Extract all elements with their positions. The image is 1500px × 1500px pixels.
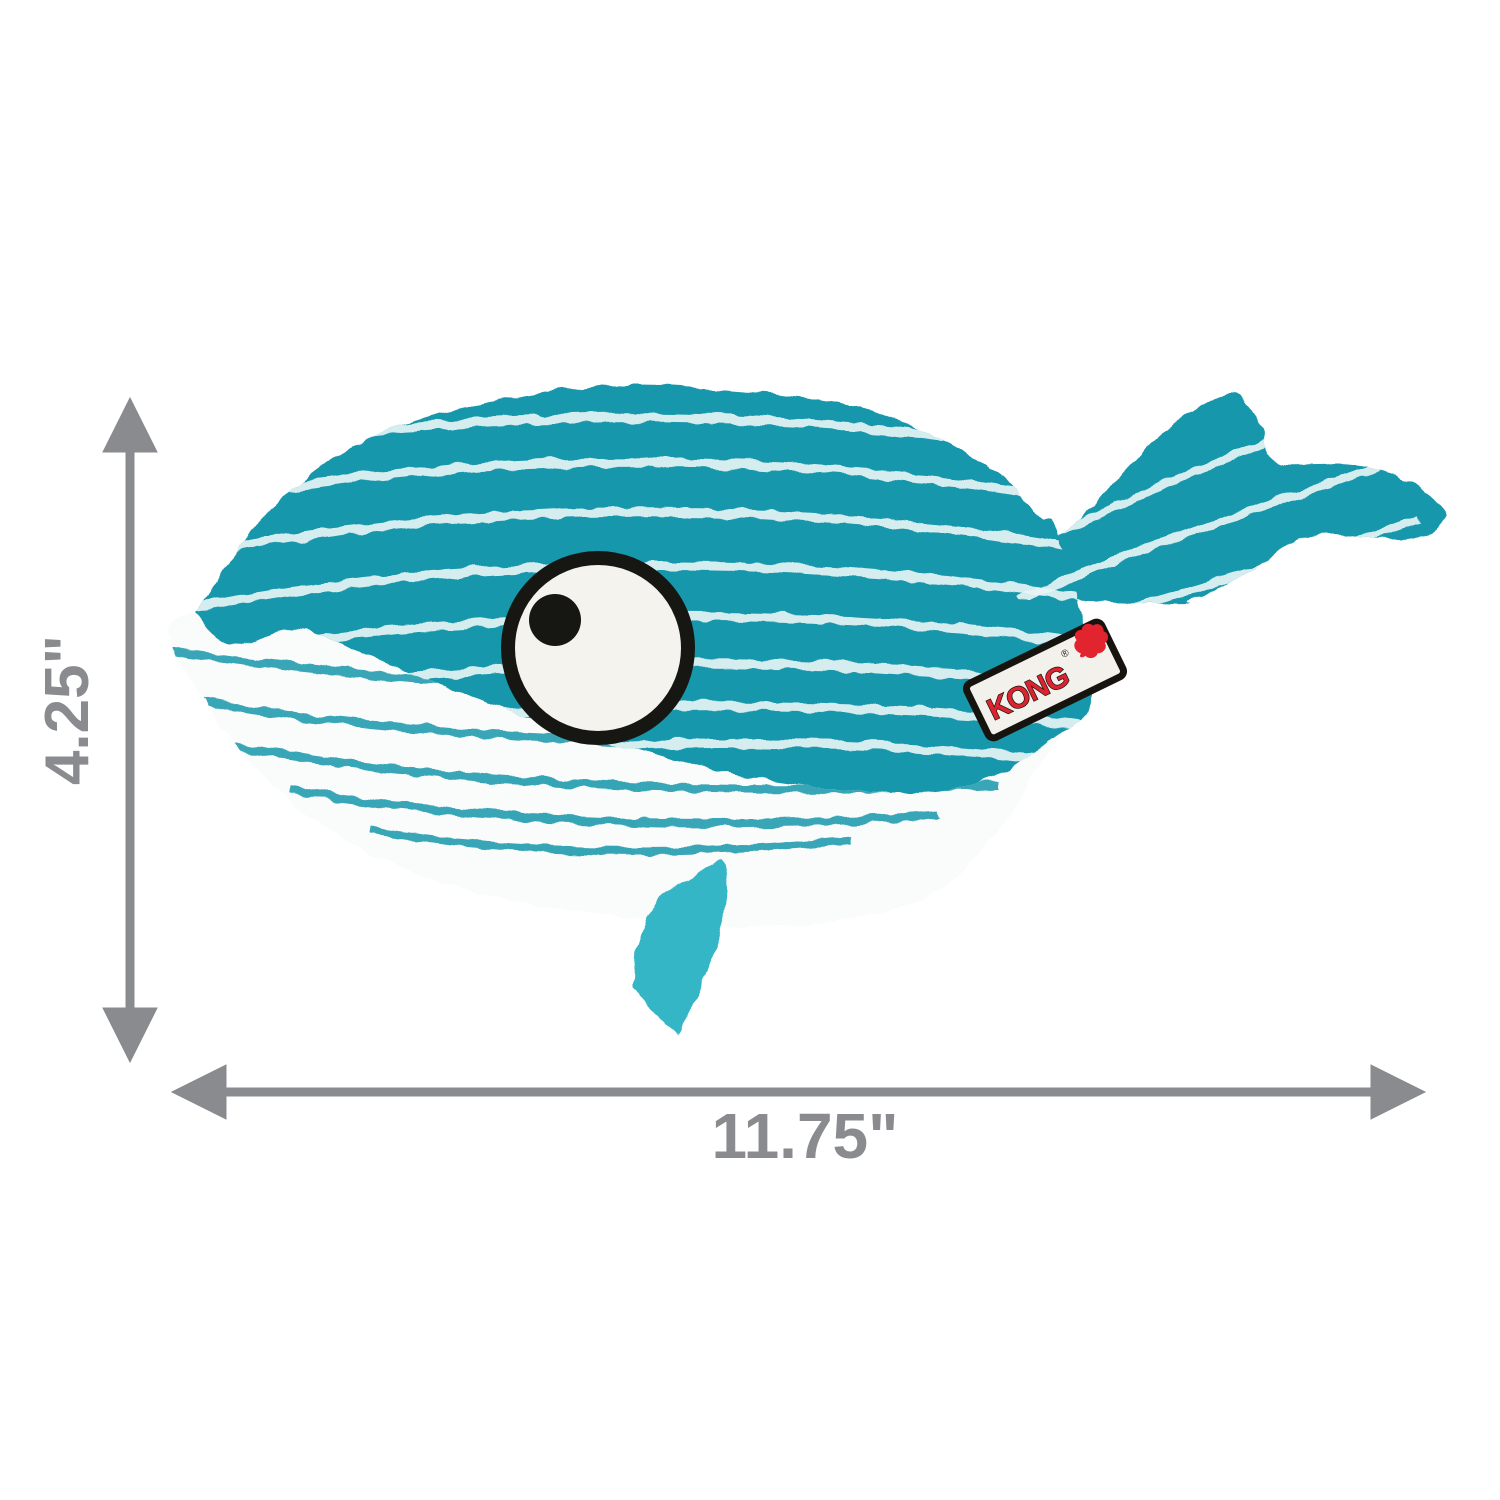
svg-text:11.75": 11.75" (712, 1100, 899, 1172)
svg-text:4.25": 4.25" (33, 635, 102, 785)
